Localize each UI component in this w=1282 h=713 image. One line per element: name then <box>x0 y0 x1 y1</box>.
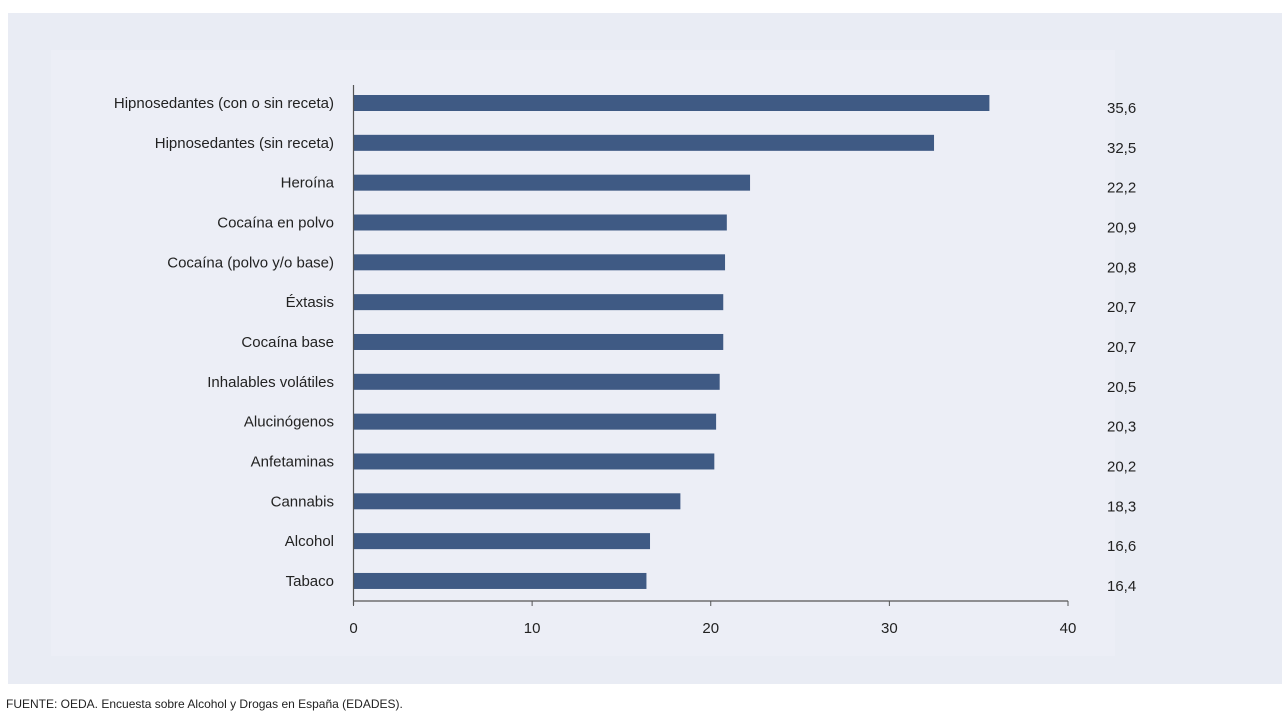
category-label: Hipnosedantes (con o sin receta) <box>114 95 334 112</box>
category-label: Cocaína (polvo y/o base) <box>167 254 334 271</box>
bar-0 <box>353 95 990 111</box>
bar-11 <box>353 533 651 550</box>
category-label: Alcohol <box>285 533 334 550</box>
category-label: Cannabis <box>271 493 334 510</box>
bar-8 <box>353 413 717 430</box>
value-label: 22,2 <box>1107 180 1136 197</box>
x-tick-label: 0 <box>349 620 357 637</box>
x-tick-label: 40 <box>1060 620 1077 637</box>
category-label: Tabaco <box>286 573 334 590</box>
category-label: Cocaína en polvo <box>217 214 334 231</box>
value-label: 20,8 <box>1107 259 1136 276</box>
x-tick-label: 10 <box>524 620 541 637</box>
category-label: Éxtasis <box>286 294 334 311</box>
category-label: Heroína <box>281 175 335 192</box>
bars-group <box>353 95 990 589</box>
axes-group <box>352 85 1069 606</box>
bar-1 <box>353 134 935 151</box>
x-tick-label: 20 <box>702 620 719 637</box>
value-label: 20,7 <box>1107 299 1136 316</box>
bar-10 <box>353 493 681 510</box>
bar-9 <box>353 453 715 470</box>
category-label: Hipnosedantes (sin receta) <box>155 135 334 152</box>
value-label: 32,5 <box>1107 140 1136 157</box>
source-note: FUENTE: OEDA. Encuesta sobre Alcohol y D… <box>6 697 403 711</box>
category-label: Cocaína base <box>241 334 334 351</box>
value-label: 18,3 <box>1107 498 1136 515</box>
bar-5 <box>353 294 724 311</box>
bar-2 <box>353 174 751 191</box>
category-label: Anfetaminas <box>251 453 334 470</box>
bar-3 <box>353 214 727 231</box>
chart-panel <box>51 50 1115 656</box>
bar-12 <box>353 572 647 589</box>
x-tick-label: 30 <box>881 620 898 637</box>
category-label: Alucinógenos <box>244 414 334 431</box>
bar-6 <box>353 333 724 350</box>
bar-4 <box>353 254 726 271</box>
value-label: 20,3 <box>1107 419 1136 436</box>
value-label: 35,6 <box>1107 100 1136 117</box>
labels-group: Hipnosedantes (con o sin receta) 35,6 Hipn… <box>114 95 1136 637</box>
value-label: 20,7 <box>1107 339 1136 356</box>
value-label: 20,5 <box>1107 379 1136 396</box>
category-label: Inhalables volátiles <box>207 374 334 391</box>
value-label: 16,6 <box>1107 538 1136 555</box>
value-label: 20,2 <box>1107 458 1136 475</box>
value-label: 20,9 <box>1107 219 1136 236</box>
bar-7 <box>353 373 720 390</box>
value-label: 16,4 <box>1107 578 1136 595</box>
